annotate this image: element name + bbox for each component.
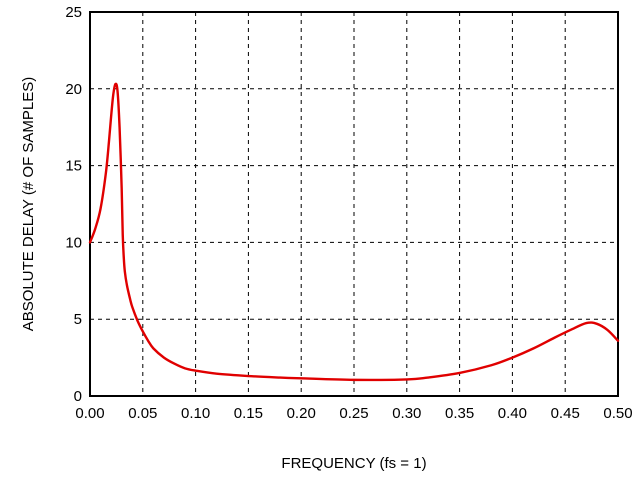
y-tick-label: 15 (65, 158, 82, 175)
x-tick-label: 0.35 (445, 405, 474, 422)
y-axis-ticks: 0 5 10 15 20 25 (65, 4, 82, 405)
x-tick-label: 0.10 (181, 405, 210, 422)
x-tick-label: 0.20 (287, 405, 316, 422)
x-tick-label: 0.15 (234, 405, 263, 422)
x-tick-label: 0.45 (551, 405, 580, 422)
x-tick-label: 0.05 (128, 405, 157, 422)
x-tick-label: 0.30 (392, 405, 421, 422)
y-tick-label: 20 (65, 81, 82, 98)
y-tick-label: 25 (65, 4, 82, 21)
y-tick-label: 10 (65, 234, 82, 251)
x-tick-label: 0.00 (75, 405, 104, 422)
x-tick-label: 0.50 (603, 405, 632, 422)
grid-lines (90, 12, 618, 396)
y-tick-label: 5 (74, 311, 82, 328)
x-tick-label: 0.25 (339, 405, 368, 422)
x-axis-title: FREQUENCY (fs = 1) (281, 455, 426, 472)
y-axis-title: ABSOLUTE DELAY (# OF SAMPLES) (20, 77, 37, 332)
x-tick-label: 0.40 (498, 405, 527, 422)
delay-curve (88, 82, 620, 382)
x-axis-ticks: 0.00 0.05 0.10 0.15 0.20 0.25 0.30 0.35 0.40 0.45… (75, 405, 632, 422)
y-tick-label: 0 (74, 388, 82, 405)
plot-frame (89, 11, 619, 397)
